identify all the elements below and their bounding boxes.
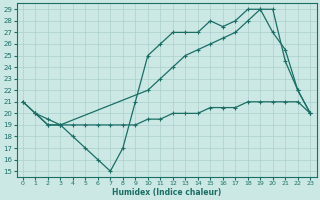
- X-axis label: Humidex (Indice chaleur): Humidex (Indice chaleur): [112, 188, 221, 197]
